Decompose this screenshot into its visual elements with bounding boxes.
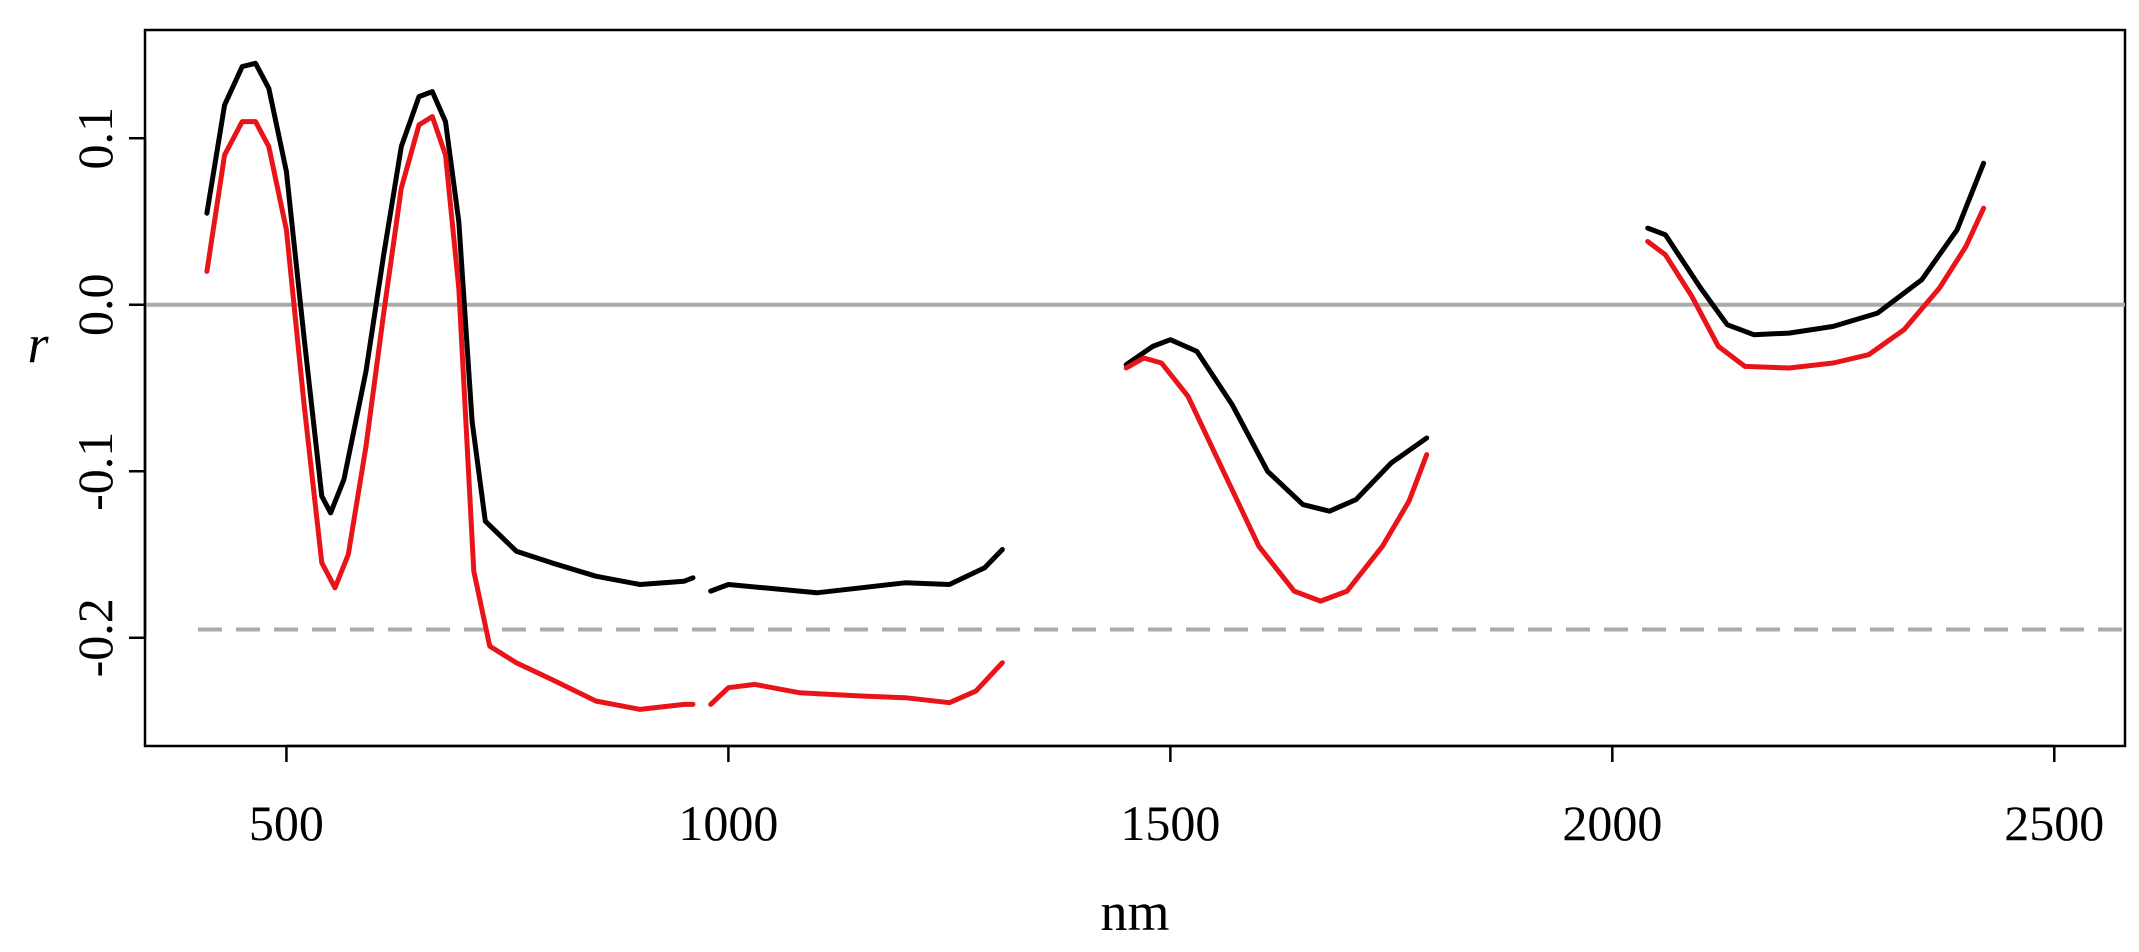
series-2-segment-3 xyxy=(1123,355,1430,604)
x-tick-label: 1000 xyxy=(678,795,778,851)
y-axis: -0.2 -0.1 0.0 0.1 xyxy=(67,107,147,677)
series-1-segment-1 xyxy=(204,60,696,587)
y-tick-label: -0.2 xyxy=(67,598,123,677)
series-2-segment-1 xyxy=(204,114,696,712)
series-lines xyxy=(204,60,1987,712)
series-2-segment-4 xyxy=(1645,205,1987,371)
y-tick-label: 0.1 xyxy=(67,107,123,170)
x-tick-label: 2500 xyxy=(2004,795,2104,851)
x-axis: 500 1000 1500 2000 2500 xyxy=(249,744,2104,851)
x-tick-label: 2000 xyxy=(1562,795,1662,851)
x-axis-title: nm xyxy=(1100,882,1169,942)
reference-lines xyxy=(145,302,2125,632)
series-1-segment-4 xyxy=(1645,160,1987,338)
y-tick-label: 0.0 xyxy=(67,273,123,336)
y-axis-title: r xyxy=(27,314,49,374)
series-1-segment-3 xyxy=(1123,337,1430,514)
x-tick-label: 1500 xyxy=(1120,795,1220,851)
series-2-segment-2 xyxy=(708,660,1005,707)
x-tick-label: 500 xyxy=(249,795,324,851)
y-tick-label: -0.1 xyxy=(67,432,123,511)
series-1-segment-2 xyxy=(708,547,1005,596)
